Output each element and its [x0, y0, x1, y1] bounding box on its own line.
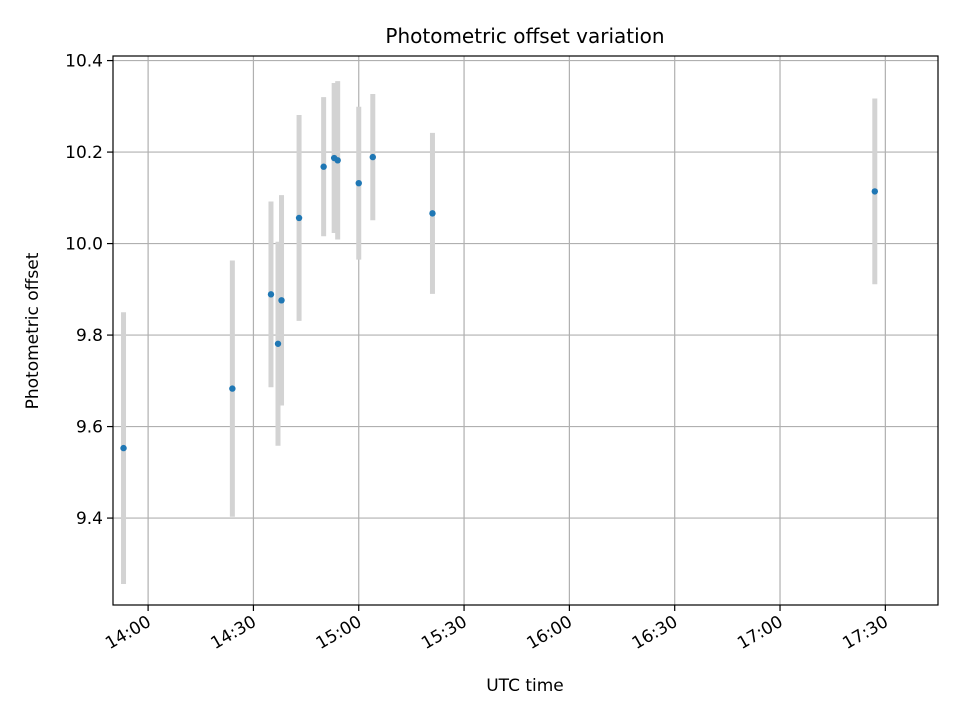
- data-point: [278, 297, 285, 304]
- data-point: [320, 163, 327, 170]
- y-axis-title: Photometric offset: [23, 252, 43, 409]
- y-tick-label: 9.4: [76, 509, 103, 529]
- y-axis-ticks: 9.4 9.6 9.8 10.0 10.2 10.4: [65, 52, 113, 529]
- data-point: [295, 214, 303, 222]
- data-point: [369, 153, 376, 161]
- data-points: [120, 153, 879, 452]
- data-point: [120, 444, 127, 452]
- data-point: [334, 157, 341, 164]
- data-point: [429, 210, 436, 217]
- data-point: [267, 291, 275, 298]
- y-tick-label: 10.4: [65, 52, 103, 72]
- data-point: [871, 188, 879, 195]
- chart-title: Photometric offset variation: [385, 24, 664, 48]
- data-point: [229, 385, 236, 392]
- data-point: [355, 179, 362, 187]
- x-axis-title: UTC time: [486, 676, 564, 696]
- y-tick-label: 10.2: [65, 143, 103, 163]
- y-tick-label: 9.8: [76, 326, 103, 346]
- y-tick-label: 10.0: [65, 235, 103, 255]
- data-point: [274, 340, 282, 347]
- plot-frame: [112, 55, 939, 606]
- y-tick-label: 9.6: [76, 418, 103, 438]
